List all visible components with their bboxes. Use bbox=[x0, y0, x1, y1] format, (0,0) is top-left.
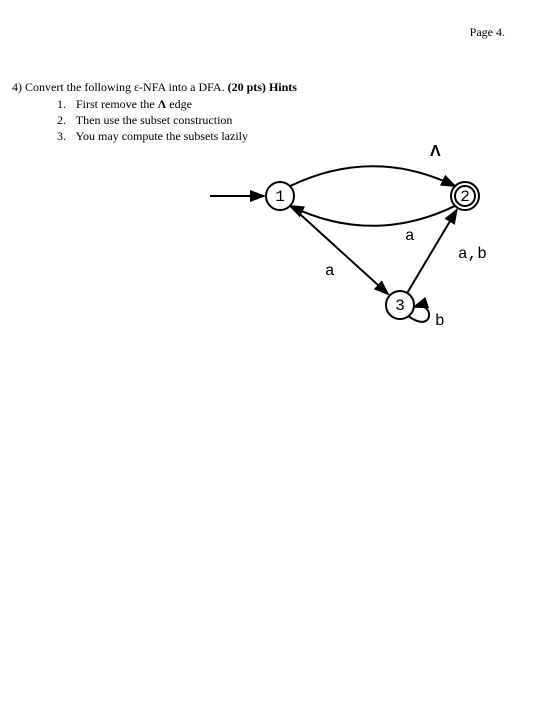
lambda-symbol: Λ bbox=[158, 97, 167, 111]
question-prefix: 4) Convert the following bbox=[12, 80, 134, 94]
question-mid: -NFA into a DFA. bbox=[139, 80, 228, 94]
svg-text:1: 1 bbox=[275, 188, 285, 206]
item-text: Then use the subset construction bbox=[76, 113, 233, 127]
item-number: 1. bbox=[57, 97, 73, 112]
nfa-diagram: Λa a a,b b 1 2 3 bbox=[200, 140, 530, 360]
svg-text:3: 3 bbox=[395, 297, 405, 315]
item-number: 2. bbox=[57, 113, 73, 128]
question-block: 4) Convert the following ε-NFA into a DF… bbox=[12, 80, 532, 145]
page-number: Page 4. bbox=[470, 25, 505, 40]
hints-list: 1. First remove the Λ edge 2. Then use t… bbox=[57, 97, 532, 144]
question-points: (20 pts) bbox=[228, 80, 266, 94]
list-item: 1. First remove the Λ edge bbox=[57, 97, 532, 112]
item-number: 3. bbox=[57, 129, 73, 144]
hints-label: Hints bbox=[266, 80, 297, 94]
svg-text:Λ: Λ bbox=[430, 143, 441, 160]
svg-text:b: b bbox=[435, 312, 445, 330]
svg-text:a: a bbox=[405, 227, 415, 245]
svg-text:2: 2 bbox=[460, 188, 470, 206]
item-text-post: edge bbox=[166, 97, 192, 111]
question-line: 4) Convert the following ε-NFA into a DF… bbox=[12, 80, 532, 95]
list-item: 2. Then use the subset construction bbox=[57, 113, 532, 128]
svg-text:a: a bbox=[325, 262, 335, 280]
svg-text:a,b: a,b bbox=[458, 245, 487, 263]
item-text: First remove the bbox=[76, 97, 158, 111]
